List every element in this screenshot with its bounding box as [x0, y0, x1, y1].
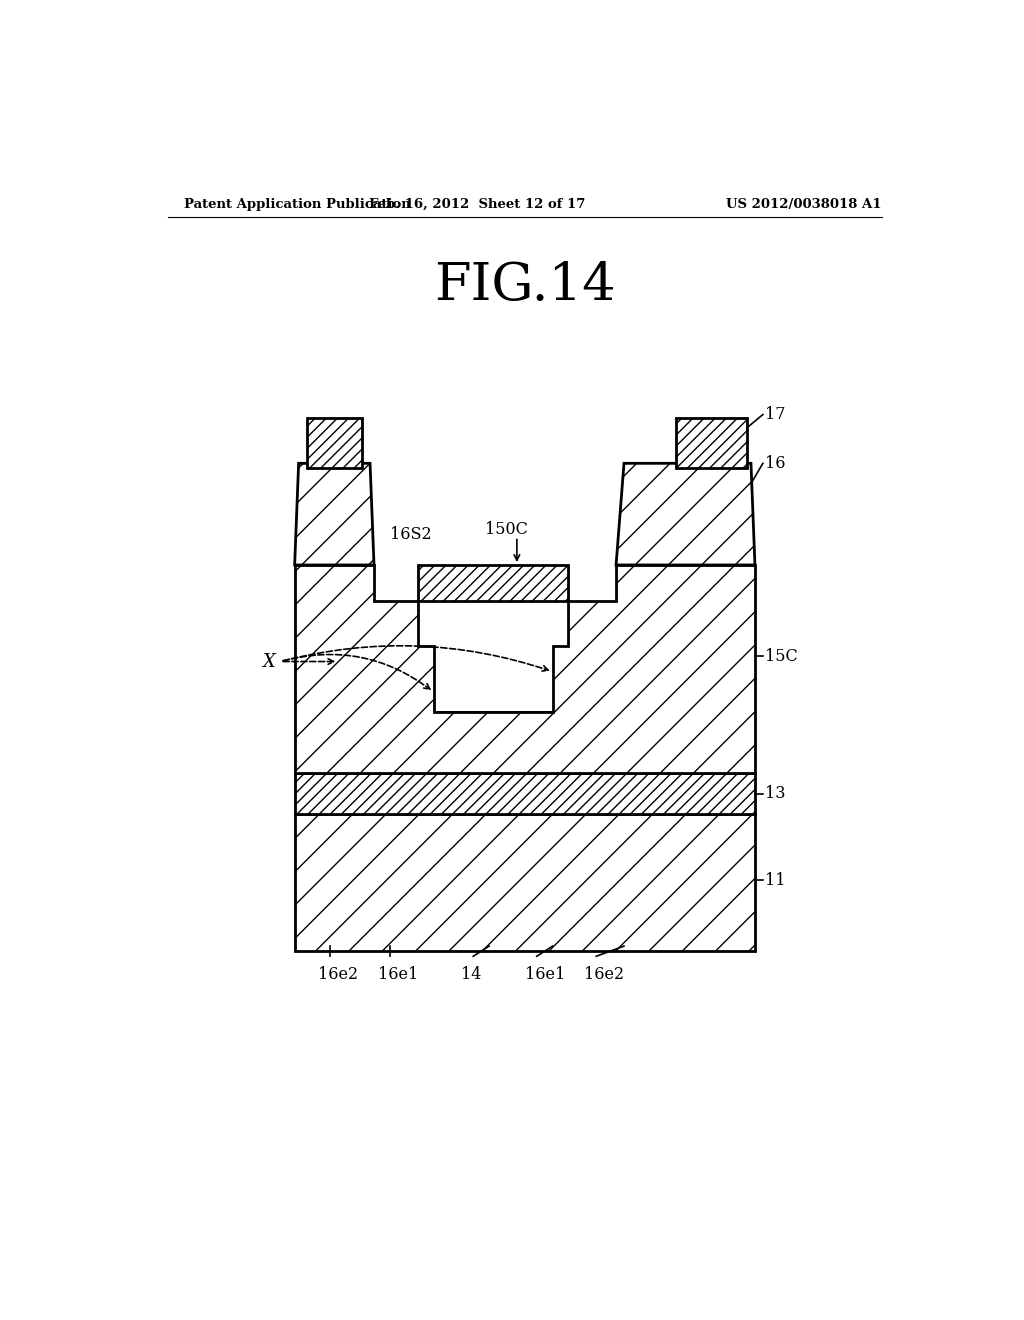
Text: 16S2: 16S2 [390, 525, 431, 543]
Text: 16e2: 16e2 [318, 966, 358, 983]
Bar [433, 713, 553, 774]
Bar [295, 774, 755, 814]
Bar [676, 417, 748, 469]
Text: US 2012/0038018 A1: US 2012/0038018 A1 [726, 198, 882, 211]
Text: 17: 17 [765, 407, 785, 422]
Text: 16: 16 [765, 455, 785, 471]
Text: Feb. 16, 2012  Sheet 12 of 17: Feb. 16, 2012 Sheet 12 of 17 [369, 198, 586, 211]
Text: 150C: 150C [485, 521, 528, 537]
Bar [306, 417, 362, 469]
Text: 15C: 15C [765, 648, 798, 665]
Polygon shape [295, 565, 755, 774]
Text: X: X [262, 652, 274, 671]
Text: 11: 11 [765, 871, 785, 888]
Text: 16e2: 16e2 [585, 966, 625, 983]
Polygon shape [616, 463, 755, 565]
Text: Patent Application Publication: Patent Application Publication [183, 198, 411, 211]
Text: 14: 14 [461, 966, 481, 983]
Text: 16e1: 16e1 [524, 966, 565, 983]
Text: 13: 13 [765, 785, 785, 803]
Text: FIG.14: FIG.14 [434, 260, 615, 312]
Text: 16e1: 16e1 [378, 966, 418, 983]
Polygon shape [418, 565, 568, 601]
Polygon shape [295, 463, 374, 565]
Bar [295, 814, 755, 952]
